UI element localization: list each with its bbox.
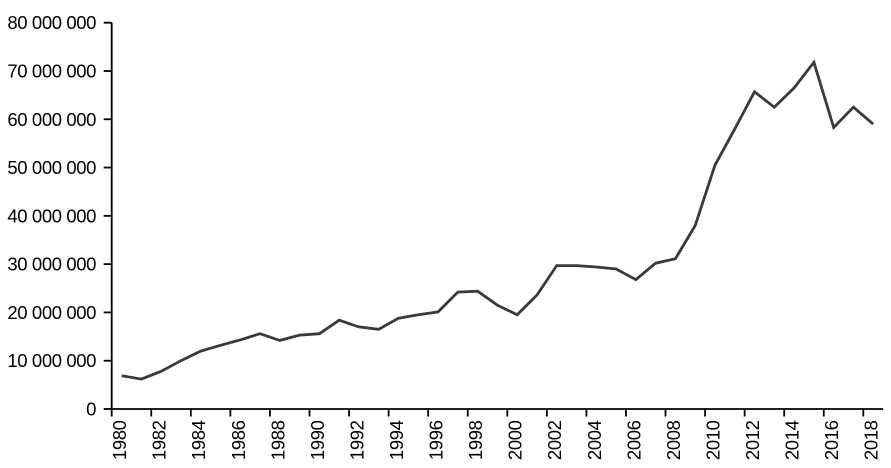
data-line (121, 59, 875, 381)
x-tick-label: 1992 (346, 420, 367, 460)
x-tick-label: 2008 (663, 420, 684, 460)
x-axis-tick-labels: 1980 1982 1984 1986 1988 1990 1992 1994 1996 1998… (109, 420, 882, 460)
axes (110, 22, 884, 410)
x-tick-label: 2004 (584, 420, 605, 460)
x-tick-label: 2016 (821, 420, 842, 460)
y-tick-label: 80 000 000 (7, 12, 96, 33)
y-tick-label: 30 000 000 (7, 254, 96, 275)
x-tick-label: 2000 (505, 420, 526, 460)
x-tick-label: 1984 (188, 420, 209, 460)
x-tick-label: 2010 (702, 420, 723, 460)
y-tick-label: 20 000 000 (7, 302, 96, 323)
y-tick-label: 50 000 000 (7, 157, 96, 178)
x-tick-label: 2006 (623, 420, 644, 460)
x-tick-label: 2018 (861, 420, 882, 460)
x-tick-label: 1990 (307, 420, 328, 460)
y-tick-label: 70 000 000 (7, 60, 96, 81)
x-axis-ticks (110, 409, 865, 417)
y-tick-label: 60 000 000 (7, 109, 96, 130)
x-tick-label: 1986 (228, 420, 249, 460)
y-axis-ticks (103, 21, 112, 410)
y-tick-label: 10 000 000 (7, 350, 96, 371)
x-tick-label: 1982 (149, 420, 170, 460)
data-series (121, 59, 875, 381)
x-tick-label: 1994 (386, 420, 407, 460)
y-tick-label: 40 000 000 (7, 205, 96, 226)
x-tick-label: 1980 (109, 420, 130, 460)
x-tick-label: 2014 (782, 420, 803, 460)
x-tick-label: 1998 (465, 420, 486, 460)
x-tick-label: 1988 (267, 420, 288, 460)
x-tick-label: 2012 (742, 420, 763, 460)
y-axis-tick-labels: 0 10 000 000 20 000 000 30 000 000 40 000 00… (7, 12, 96, 419)
y-tick-label: 0 (86, 399, 96, 420)
x-tick-label: 2002 (544, 420, 565, 460)
x-tick-label: 1996 (426, 420, 447, 460)
